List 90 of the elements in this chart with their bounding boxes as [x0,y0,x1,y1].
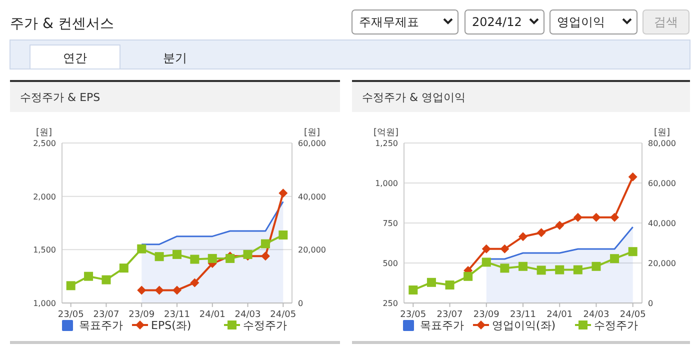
legend-label: 목표주가 [420,319,464,332]
point [137,286,146,295]
text: 주재무제표 [359,15,419,29]
x-tick-label: 23/09 [128,310,155,320]
x-tick-label: 23/05 [400,310,426,320]
y-tick-label: 1,250 [375,139,398,148]
x-tick-label: 23/11 [164,310,190,320]
legend-label: 수정주가 [243,319,287,332]
x-tick-label: 24/01 [546,310,573,320]
y2-tick-label: 0 [298,299,304,308]
text: 연간 [63,51,87,65]
y-axis-title: [억원] [373,128,399,138]
legend-label: 목표주가 [79,319,123,332]
y2-tick-label: 0 [648,299,654,308]
point [628,172,638,182]
point [536,266,546,275]
x-tick-label: 23/05 [58,310,84,320]
y-tick-label: 750 [382,219,398,228]
point [66,281,76,290]
point [592,262,601,271]
point [573,212,582,222]
text: 분기 [163,51,187,65]
y-tick-label: 1,500 [33,246,56,255]
point [610,254,620,264]
y2-tick-label: 20,000 [298,246,326,255]
point [260,239,270,248]
point [260,252,270,261]
point [102,275,111,284]
text: 주가 & 컨센서스 [10,16,114,32]
point [278,188,288,198]
point [628,247,638,256]
point [555,265,564,274]
chart-title: 수정주가 & EPS [20,91,100,104]
point [154,286,164,295]
y2-tick-label: 20,000 [648,259,676,268]
x-tick-label: 24/03 [583,310,610,320]
y-tick-label: 2,500 [33,139,56,148]
point [408,286,418,294]
point [518,262,528,271]
point [278,230,288,240]
y2-axis-title: [원] [304,128,320,138]
y2-tick-label: 60,000 [648,179,676,188]
point [518,232,528,242]
y-tick-label: 1,000 [375,179,398,188]
x-tick-label: 24/03 [234,310,261,320]
point [482,244,491,254]
point [119,264,128,273]
x-tick-label: 24/05 [270,310,296,320]
point [137,244,146,254]
x-tick-label: 23/09 [473,310,500,320]
text: 2024/12 [472,15,522,29]
x-tick-label: 23/07 [93,310,120,320]
point [190,278,200,288]
y-axis-title: [원] [36,128,52,138]
point [500,264,510,273]
point [464,272,473,281]
y2-axis-title: [원] [654,128,670,138]
chart-title: 수정주가 & 영업이익 [362,91,466,104]
point [500,244,510,254]
point [482,258,491,267]
y-tick-label: 2,000 [33,192,56,202]
point [172,250,182,259]
legend-label: 영업이익(좌) [492,319,556,332]
point [536,228,546,238]
y2-tick-label: 80,000 [648,139,676,148]
y2-tick-label: 60,000 [298,139,326,148]
point [573,265,582,274]
point [445,280,454,290]
y-tick-label: 500 [382,259,398,268]
legend-label: EPS(좌) [151,319,192,332]
x-tick-label: 23/07 [436,310,463,320]
x-tick-label: 24/01 [199,310,226,320]
point [154,252,164,262]
point [84,272,94,281]
point [610,212,620,222]
point [426,278,436,287]
legend-label: 수정주가 [594,319,638,332]
point [592,212,601,222]
y-tick-label: 250 [382,299,398,308]
text: 검색 [654,15,678,29]
y2-tick-label: 40,000 [298,192,326,202]
x-tick-label: 23/11 [510,310,536,320]
point [190,254,200,264]
point [555,220,564,230]
y2-tick-label: 40,000 [648,219,676,228]
point [208,254,217,263]
y-tick-label: 1,000 [33,299,56,308]
text: 영업이익 [557,15,605,29]
x-tick-label: 24/05 [620,310,646,320]
point [172,286,182,295]
